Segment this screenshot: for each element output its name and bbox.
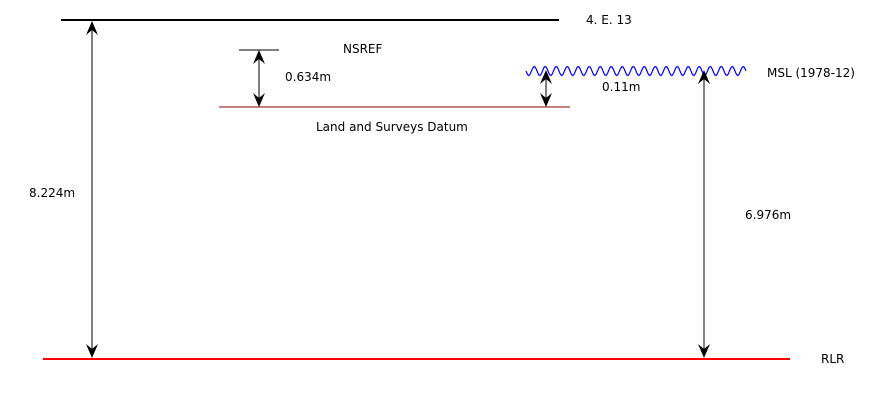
arrow-down-icon xyxy=(253,93,265,107)
benchmark-height-label: 8.224m xyxy=(29,186,75,200)
rlr-label: RLR xyxy=(821,352,844,366)
arrow-up-icon xyxy=(698,70,710,84)
msl-height-label: 6.976m xyxy=(745,208,791,222)
msl-wave-line xyxy=(525,65,747,77)
arrow-down-icon xyxy=(86,344,98,358)
benchmark-height-arrow xyxy=(86,21,98,358)
arrow-up-icon xyxy=(86,21,98,35)
nsref-offset-arrow xyxy=(253,50,265,107)
arrow-down-icon xyxy=(698,344,710,358)
msl-offset-label: 0.11m xyxy=(602,80,640,94)
msl-height-arrow xyxy=(698,70,710,358)
arrow-up-icon xyxy=(540,70,552,84)
msl-label: MSL (1978-12) xyxy=(767,66,855,80)
nsref-label: NSREF xyxy=(343,42,383,56)
land-surveys-datum-label: Land and Surveys Datum xyxy=(316,120,468,134)
arrow-up-icon xyxy=(253,50,265,64)
nsref-offset-label: 0.634m xyxy=(285,70,331,84)
msl-offset-arrow xyxy=(540,70,552,107)
top-benchmark-label: 4. E. 13 xyxy=(586,13,632,27)
arrow-down-icon xyxy=(540,93,552,107)
